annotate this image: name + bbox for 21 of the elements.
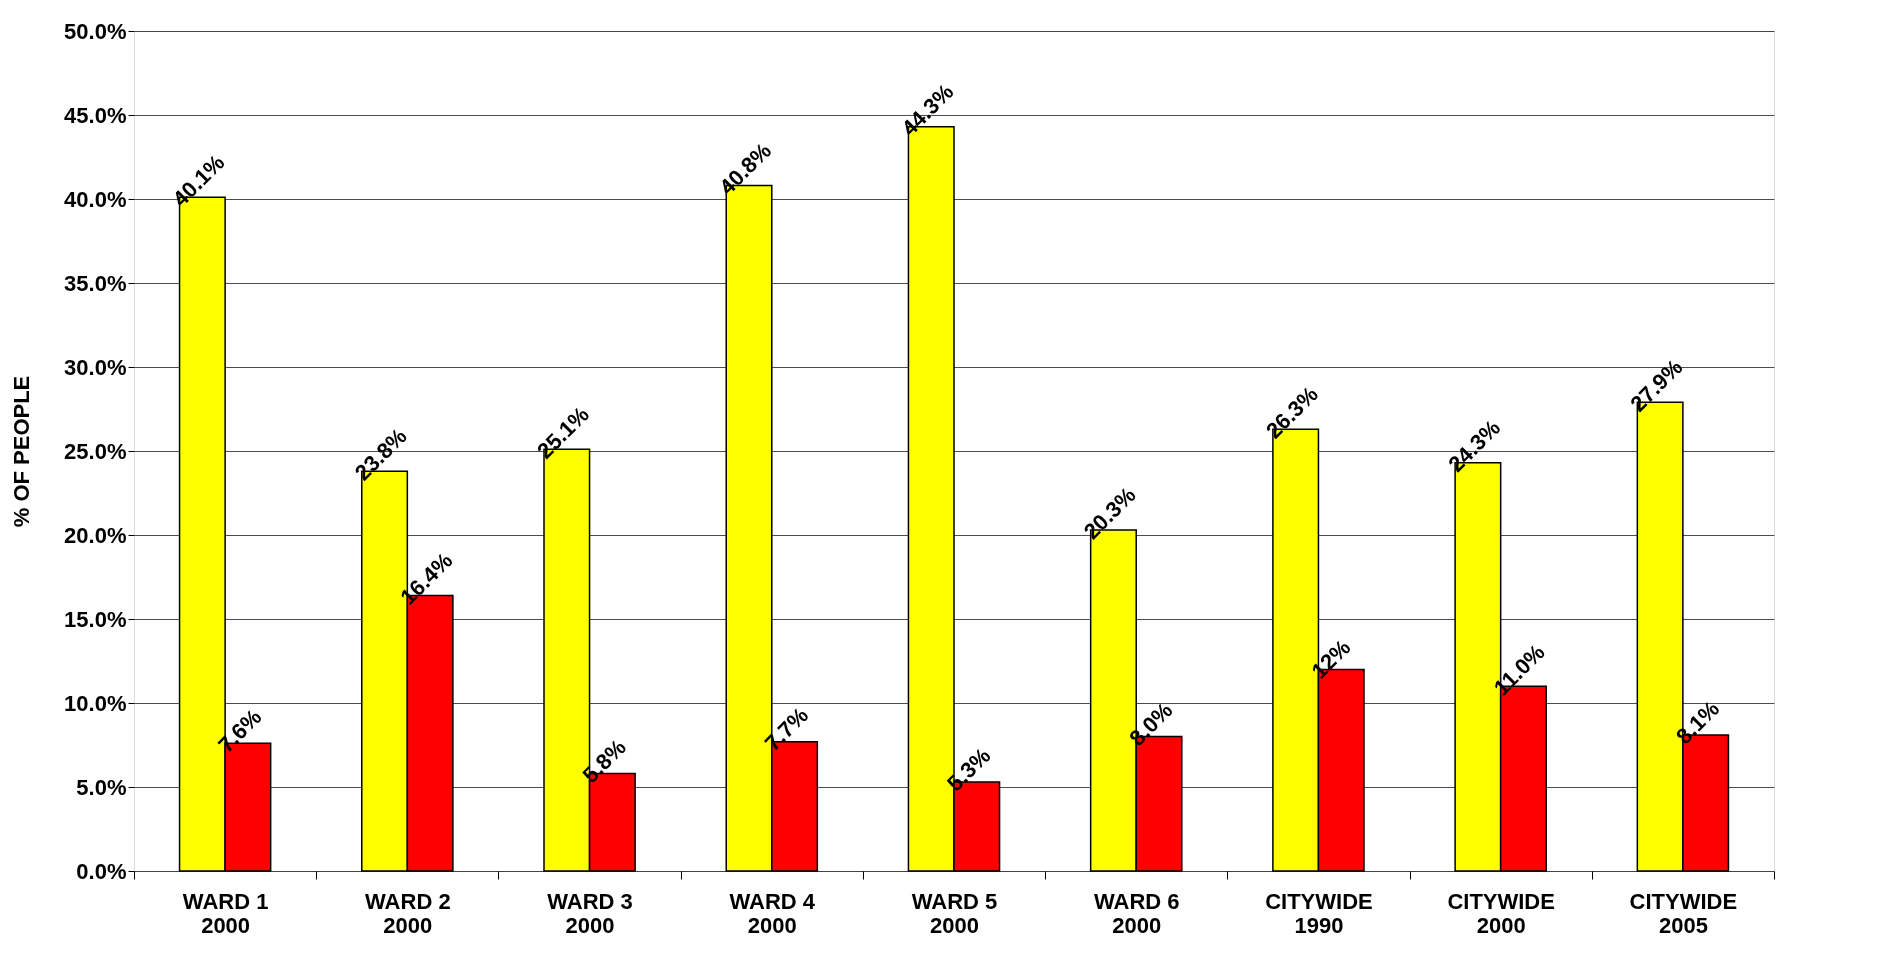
y-tick-label: 0.0% — [76, 858, 127, 884]
y-tick-label: 30.0% — [64, 354, 127, 380]
y-tick-label: 5.0% — [76, 774, 127, 800]
x-tick-label: WARD 4 2000 — [729, 888, 816, 938]
y-tick-label: 40.0% — [64, 186, 127, 212]
x-tick-label: CITYWIDE 1990 — [1265, 888, 1373, 938]
x-tick-label: CITYWIDE 2000 — [1447, 888, 1555, 938]
x-tick-label: WARD 5 2000 — [911, 888, 998, 938]
y-axis-title: % OF PEOPLE — [9, 375, 35, 528]
y-tick-label: 45.0% — [64, 102, 127, 128]
x-tick-label: WARD 1 2000 — [182, 888, 269, 938]
x-tick-label: WARD 6 2000 — [1093, 888, 1180, 938]
x-tick-label: WARD 3 2000 — [547, 888, 633, 938]
y-tick-label: 15.0% — [64, 606, 127, 632]
y-tick-label: 50.0% — [64, 18, 127, 44]
y-tick-label: 25.0% — [64, 438, 127, 464]
y-tick-label: 20.0% — [64, 522, 127, 548]
y-tick-label: 10.0% — [64, 690, 127, 716]
x-tick-label: CITYWIDE 2005 — [1629, 888, 1738, 938]
y-tick-label: 35.0% — [64, 270, 127, 296]
x-tick-label: WARD 2 2000 — [365, 888, 451, 938]
